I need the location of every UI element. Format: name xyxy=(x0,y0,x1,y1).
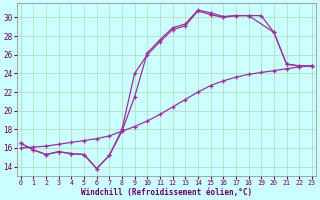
X-axis label: Windchill (Refroidissement éolien,°C): Windchill (Refroidissement éolien,°C) xyxy=(81,188,252,197)
